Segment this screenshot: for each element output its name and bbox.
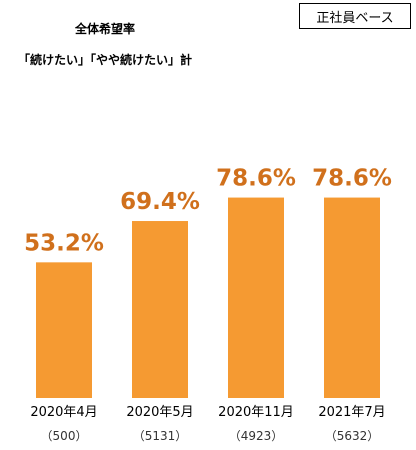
sample-size-label-2: （5131） xyxy=(133,429,188,443)
employee-basis-badge: 正社員ベース xyxy=(299,3,411,29)
category-label-2: 2020年5月 xyxy=(126,405,193,420)
value-label-4: 78.6% xyxy=(312,166,392,192)
category-label-3: 2020年11月 xyxy=(218,405,294,420)
bar-4 xyxy=(324,197,380,398)
category-label-4: 2021年7月 xyxy=(318,405,385,420)
bar-2 xyxy=(132,221,188,398)
value-label-2: 69.4% xyxy=(120,189,200,215)
bar-1 xyxy=(36,262,92,398)
category-label-1: 2020年4月 xyxy=(30,405,97,420)
value-label-1: 53.2% xyxy=(24,230,104,256)
value-label-3: 78.6% xyxy=(216,166,296,192)
chart-subtitle: 「続けたい」「やや続けたい」計 xyxy=(17,53,192,67)
bar-3 xyxy=(228,197,284,398)
sample-size-label-4: （5632） xyxy=(325,429,380,443)
sample-size-label-3: （4923） xyxy=(229,429,284,443)
chart-title: 全体希望率 xyxy=(74,22,135,36)
sample-size-label-1: （500） xyxy=(41,429,88,443)
